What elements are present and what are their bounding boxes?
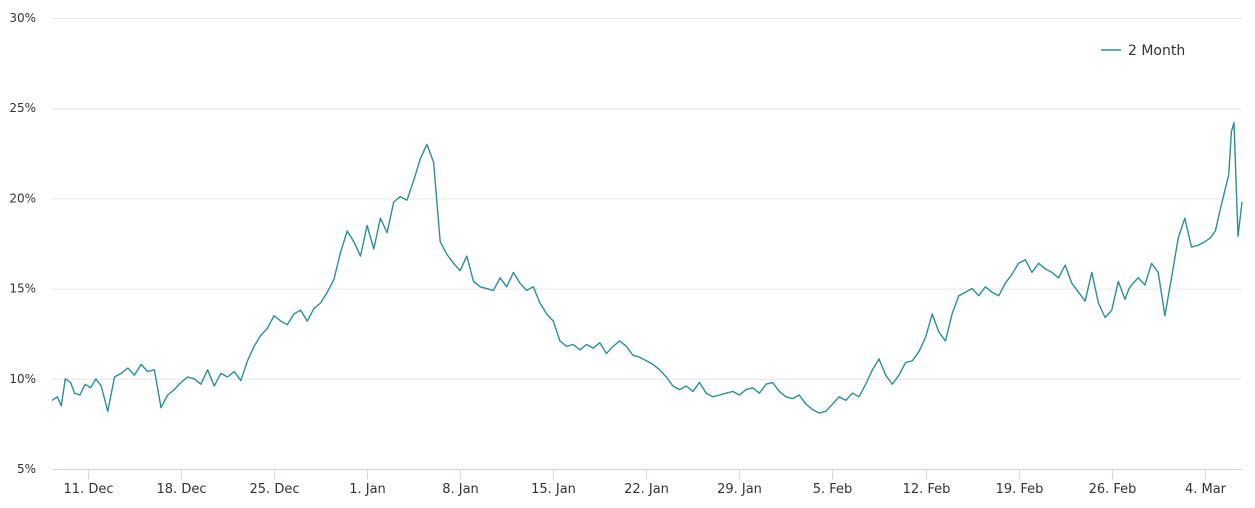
y-tick-label: 20% [9, 191, 36, 205]
x-tick-label: 19. Feb [996, 482, 1044, 497]
x-tick-label: 25. Dec [250, 482, 300, 497]
y-tick-label: 25% [9, 101, 36, 115]
x-tick-label: 5. Feb [813, 482, 853, 497]
x-axis: 11. Dec 18. Dec 25. Dec 1. Jan 8. Jan 15. Jan… [52, 469, 1242, 497]
y-tick-label: 15% [9, 282, 36, 296]
y-tick-label: 10% [9, 372, 36, 386]
x-tick-label: 15. Jan [531, 482, 576, 497]
grid [52, 18, 1242, 380]
x-tick-label: 8. Jan [442, 482, 479, 497]
legend-label[interactable]: 2 Month [1128, 43, 1185, 59]
x-tick-label: 4. Mar [1185, 482, 1227, 497]
y-tick-label: 5% [17, 462, 36, 476]
series-group [51, 121, 1243, 414]
legend[interactable]: 2 Month [1101, 43, 1185, 59]
x-tick-label: 12. Feb [903, 482, 951, 497]
series-line[interactable] [51, 121, 1243, 414]
x-tick-label: 1. Jan [349, 482, 386, 497]
x-tick-label: 11. Dec [64, 482, 114, 497]
y-axis: 5% 10% 15% 20% 25% 30% [9, 11, 36, 476]
x-tick-label: 29. Jan [717, 482, 762, 497]
y-tick-label: 30% [9, 11, 36, 25]
x-tick-label: 22. Jan [624, 482, 669, 497]
x-tick-label: 26. Feb [1089, 482, 1137, 497]
x-tick-label: 18. Dec [157, 482, 207, 497]
